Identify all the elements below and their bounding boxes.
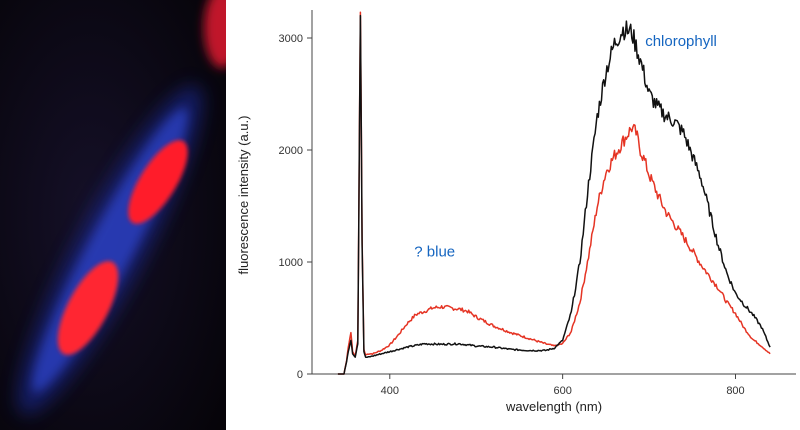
series-black-line [337, 14, 771, 375]
x-tick-label: 800 [726, 385, 744, 397]
x-axis-label: wavelength (nm) [505, 399, 602, 414]
annotation-chlorophyll: chlorophyll [645, 33, 717, 50]
chart-axes [311, 10, 796, 375]
y-axis-label: fluorescence intensity (a.u.) [236, 116, 251, 275]
red-glow-corner [204, 0, 226, 68]
chloroplast-lower [57, 261, 119, 355]
y-tick-label: 0 [297, 369, 303, 381]
fluorescence-spectrum-chart: 400 600 800 0 1000 2000 3000 wavelength (nm) f… [236, 10, 796, 414]
fluorescence-micrograph [0, 0, 226, 430]
series-group [337, 11, 771, 375]
y-tick-label: 1000 [279, 257, 303, 269]
y-tick-label: 3000 [279, 33, 303, 45]
y-tick-label: 2000 [279, 145, 303, 157]
series-red-line [337, 11, 771, 375]
tick-group: 400 600 800 0 1000 2000 3000 [279, 33, 745, 397]
annotation-blue: ? blue [414, 243, 455, 260]
x-tick-label: 600 [553, 385, 571, 397]
x-tick-label: 400 [381, 385, 399, 397]
chloroplast-upper [128, 140, 188, 224]
